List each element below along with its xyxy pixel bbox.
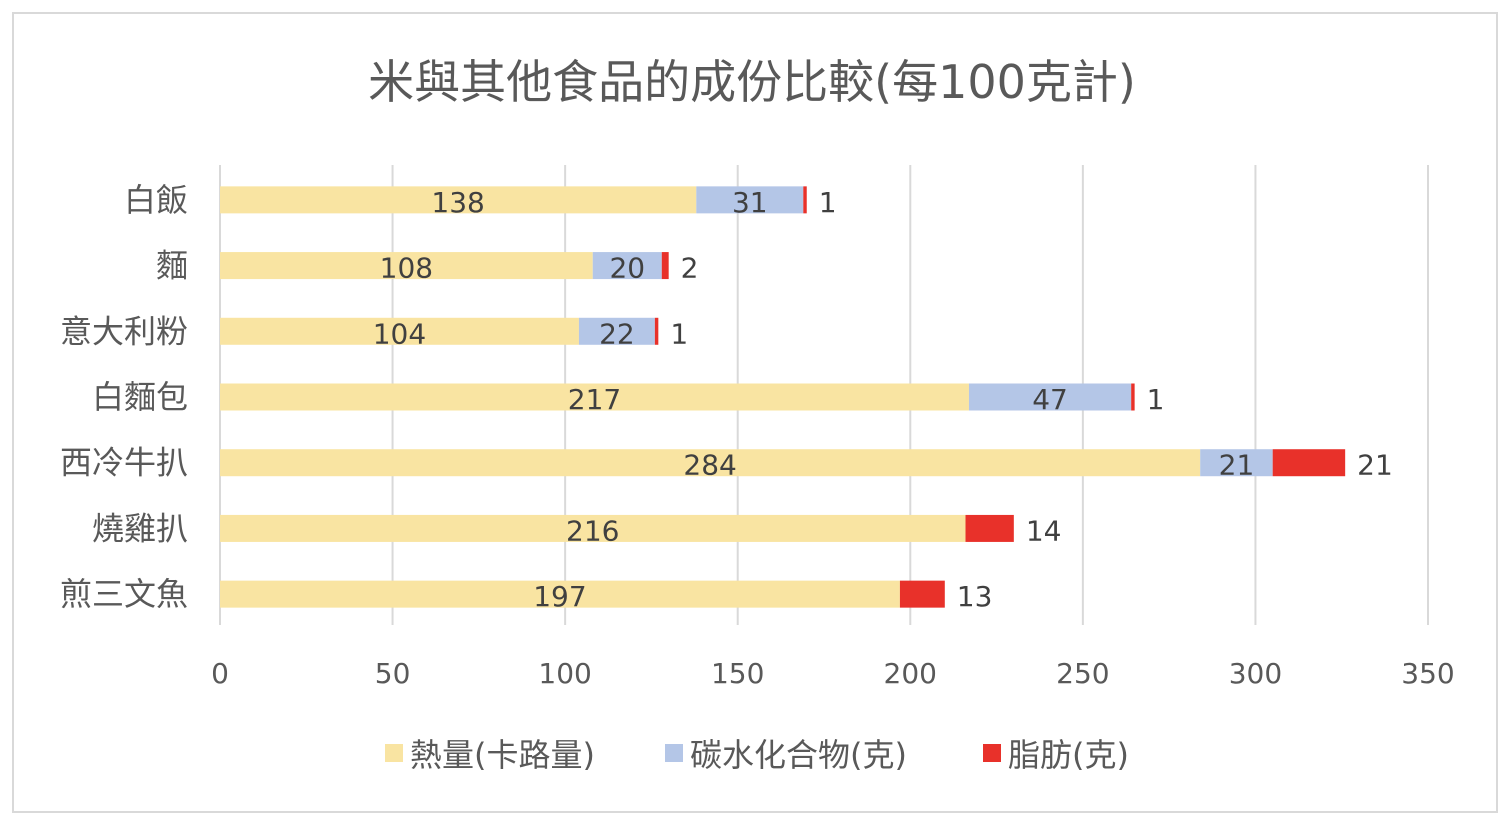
data-label: 14 [1026, 514, 1062, 547]
legend-swatch [983, 744, 1001, 762]
data-label: 22 [599, 317, 635, 350]
chart-title: 米與其他食品的成份比較(每100克計) [368, 55, 1136, 109]
bar-segment [220, 580, 900, 608]
x-tick-label: 300 [1229, 657, 1282, 690]
bar-segment [661, 252, 669, 280]
bar-segment [220, 252, 593, 280]
bar-segment [965, 514, 1014, 542]
bar-segment [220, 317, 579, 345]
data-label: 47 [1032, 383, 1068, 416]
bar-segment [592, 252, 662, 280]
bar-segment [220, 514, 966, 542]
category-label: 麵 [156, 247, 188, 285]
legend-swatch [385, 744, 403, 762]
data-label: 13 [957, 580, 993, 613]
legend-label: 碳水化合物(克) [690, 736, 907, 774]
chart-frame [12, 12, 1498, 813]
category-label: 煎三文魚 [60, 575, 188, 613]
category-label: 意大利粉 [60, 312, 188, 350]
bar-segment [220, 449, 1201, 477]
category-label: 白麵包 [92, 378, 188, 416]
bar-segment [968, 383, 1132, 411]
gridlines [219, 165, 1429, 625]
data-label: 217 [568, 383, 621, 416]
x-tick-label: 50 [375, 657, 411, 690]
data-label: 21 [1219, 449, 1255, 482]
data-label: 31 [732, 186, 768, 219]
bar-segment [696, 186, 804, 214]
x-tick-label: 0 [211, 657, 229, 690]
data-label: 20 [609, 252, 645, 285]
data-label: 197 [533, 580, 586, 613]
category-label: 白飯 [124, 181, 188, 219]
data-label: 2 [681, 252, 699, 285]
data-label: 284 [683, 449, 736, 482]
data-label: 1 [1147, 383, 1165, 416]
data-label: 1 [670, 317, 688, 350]
bar-segment [220, 383, 969, 411]
data-label: 1 [819, 186, 837, 219]
legend-label: 脂肪(克) [1008, 736, 1129, 774]
data-label: 138 [431, 186, 484, 219]
x-tick-label: 200 [884, 657, 937, 690]
x-tick-label: 150 [711, 657, 764, 690]
x-tick-label: 100 [538, 657, 591, 690]
legend: 熱量(卡路量) 碳水化合物(克) 脂肪(克) [385, 736, 1129, 774]
bar-segment [654, 317, 659, 345]
bar-segment [1272, 449, 1346, 477]
x-tick-labels: 0 50 100 150 200 250 300 350 [211, 657, 1455, 690]
legend-label: 熱量(卡路量) [410, 736, 595, 774]
data-label: 216 [566, 514, 619, 547]
bar-segment [899, 580, 945, 608]
bar-segment [803, 186, 807, 214]
legend-swatch [665, 744, 683, 762]
bar-segment [1200, 449, 1273, 477]
bar-segment [1131, 383, 1135, 411]
bar-segment [220, 186, 697, 214]
x-tick-label: 350 [1401, 657, 1454, 690]
data-label: 21 [1357, 449, 1393, 482]
category-label: 西冷牛扒 [60, 444, 188, 482]
data-label: 104 [373, 317, 426, 350]
bars: 138 31 1 108 20 2 104 22 1 217 47 1 284 21 21 216 14 197 1… [220, 186, 1393, 613]
category-label: 燒雞扒 [92, 509, 188, 547]
data-label: 108 [380, 252, 433, 285]
bar-segment [578, 317, 655, 345]
x-tick-label: 250 [1056, 657, 1109, 690]
